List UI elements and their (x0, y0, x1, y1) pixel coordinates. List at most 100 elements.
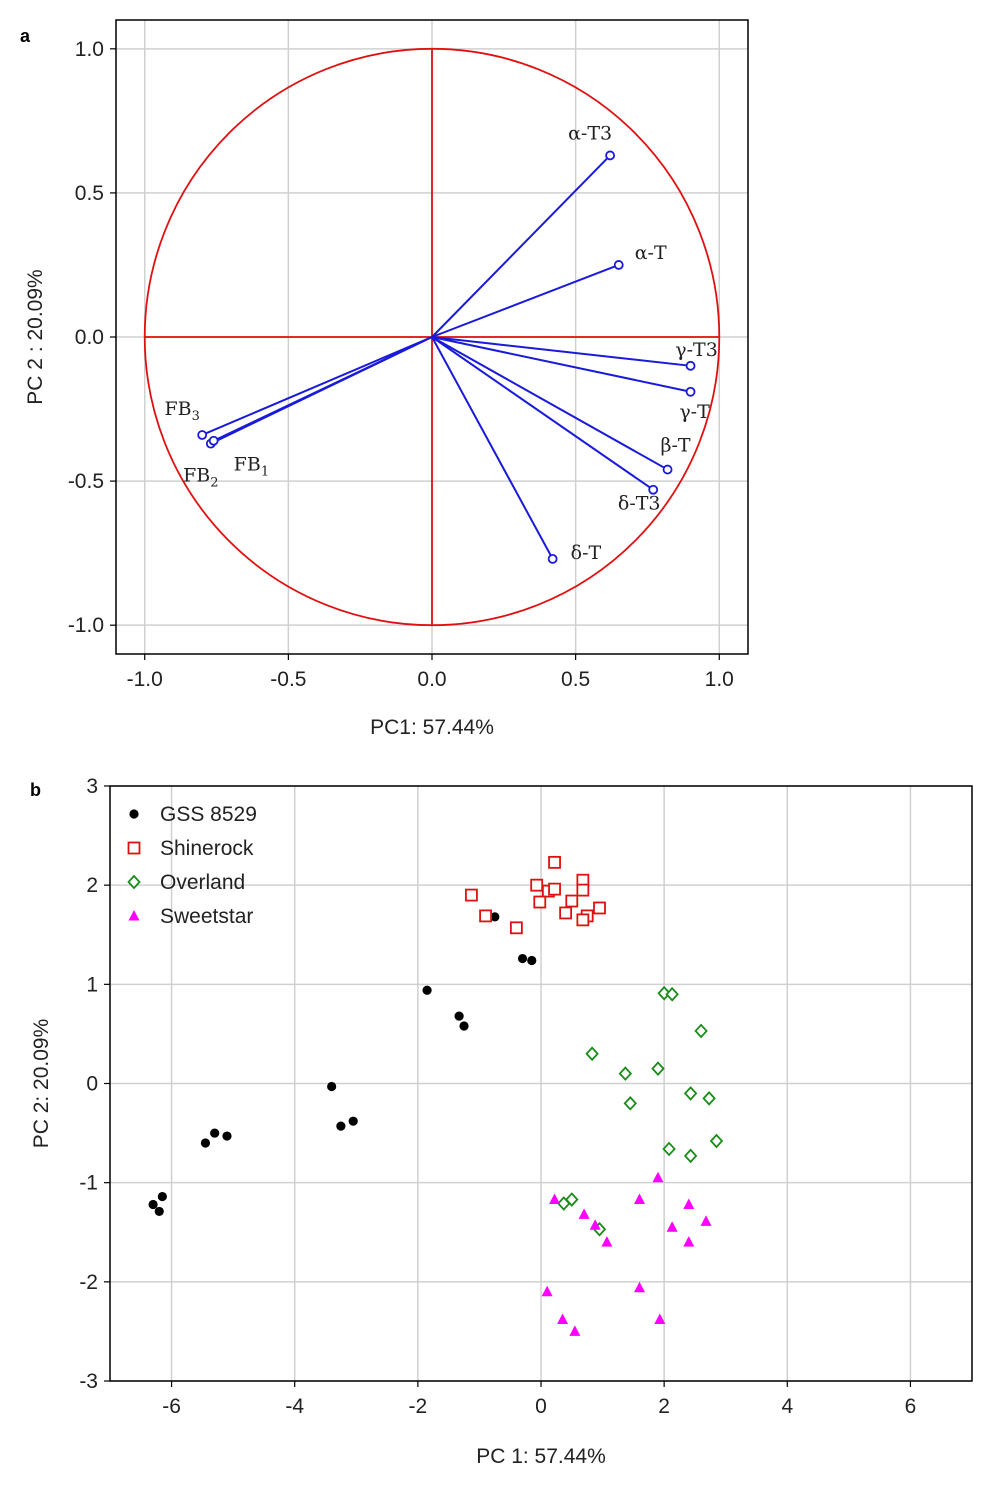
score-point (578, 1208, 590, 1219)
y-tick-label: 0 (86, 1073, 98, 1096)
loading-label-name: FB (164, 398, 191, 420)
loading-point (197, 430, 208, 440)
loading-label: FB3 (164, 398, 199, 424)
score-point (565, 894, 579, 908)
x-axis-label: PC1: 57.44% (370, 716, 494, 739)
score-point (576, 883, 590, 897)
loading-label: FB2 (183, 465, 218, 491)
x-tick-label: 0 (535, 1395, 547, 1418)
score-point (618, 1066, 633, 1081)
loading-label-name: δ-T (571, 542, 602, 564)
x-tick-label: -0.5 (270, 668, 306, 691)
score-point (623, 1096, 637, 1111)
y-tick-label: 3 (86, 775, 98, 798)
score-point (527, 955, 537, 966)
score-plot-b: b -6 -4 -2 0 2 4 6 -3 -2 -1 0 1 2 3 GSS 8529 Shinerock… (30, 775, 973, 1468)
score-point (702, 1091, 716, 1106)
loading-label: γ-T3 (675, 339, 718, 361)
loading-point (685, 386, 696, 397)
score-point (657, 985, 671, 1001)
score-point (465, 888, 478, 902)
loading-vector (213, 336, 433, 442)
loading-label-name: α-T3 (568, 122, 612, 144)
score-point (569, 1325, 581, 1336)
plot-frame (109, 785, 973, 1382)
loading-label: α-T (635, 242, 667, 264)
score-point (422, 985, 432, 995)
score-point (601, 1236, 613, 1247)
y-tick-label: -1 (79, 1172, 98, 1195)
x-tick-label: 6 (905, 1395, 917, 1418)
loading-vector (431, 154, 611, 338)
x-tick-label: 2 (658, 1395, 670, 1418)
score-point (683, 1198, 695, 1209)
axis-ticks: -1.0 -0.5 0.0 0.5 1.0 -1.0 -0.5 0.0 0.5 1.0 (68, 38, 734, 691)
y-tick-label: -2 (79, 1271, 98, 1294)
loading-label: γ-T (679, 401, 710, 423)
y-tick-label: 0.5 (75, 182, 104, 205)
x-tick-label: -2 (409, 1395, 428, 1418)
loading-label-name: FB (234, 454, 261, 476)
score-point (533, 895, 547, 909)
loading-label: β-T (661, 435, 691, 457)
score-point (548, 855, 561, 869)
loading-vector (431, 336, 691, 367)
score-point (634, 1281, 646, 1293)
loading-label-name: δ-T3 (618, 493, 661, 515)
x-tick-label: 0.0 (417, 668, 446, 691)
score-point (683, 1236, 695, 1247)
loading-point (547, 554, 558, 564)
score-point (549, 1193, 561, 1205)
loading-point (613, 260, 624, 270)
loading-point (662, 464, 673, 475)
x-tick-label: -6 (162, 1395, 181, 1418)
loading-label-name: α-T (635, 242, 667, 264)
score-point (634, 1193, 646, 1205)
loading-label-name: γ-T3 (675, 339, 718, 361)
score-point (154, 1206, 164, 1217)
loading-label-name: β-T (661, 435, 691, 457)
score-point (336, 1121, 346, 1131)
score-point (694, 1023, 708, 1039)
score-point (585, 1046, 599, 1062)
score-point (665, 986, 679, 1002)
y-tick-label: 1.0 (75, 38, 104, 61)
score-point (157, 1191, 167, 1202)
loading-label-subscript: 3 (192, 409, 200, 424)
legend-label: Overland (160, 871, 245, 894)
score-point (348, 1116, 358, 1126)
y-tick-label: -0.5 (68, 470, 104, 493)
score-point (530, 878, 544, 892)
y-tick-label: 0.0 (75, 326, 104, 349)
score-point (557, 1313, 569, 1325)
score-point (222, 1131, 232, 1141)
score-point (210, 1128, 220, 1138)
legend-marker (129, 809, 139, 819)
score-point (148, 1199, 158, 1210)
loading-point (605, 150, 616, 161)
score-points (148, 855, 724, 1336)
score-point (327, 1081, 337, 1092)
legend-label: GSS 8529 (160, 803, 257, 826)
score-point (589, 1219, 601, 1230)
loading-label: δ-T (571, 542, 602, 564)
x-tick-label: -4 (285, 1395, 304, 1418)
y-tick-label: 2 (86, 874, 98, 897)
axis-ticks: -6 -4 -2 0 2 4 6 -3 -2 -1 0 1 2 3 (79, 775, 916, 1418)
loading-label: δ-T3 (618, 493, 661, 515)
x-tick-label: 4 (781, 1395, 793, 1418)
score-point (541, 1285, 553, 1297)
loading-vector (431, 264, 620, 338)
x-tick-label: 1.0 (705, 668, 734, 691)
score-point (200, 1138, 211, 1148)
loading-vector (431, 336, 691, 393)
loading-point (685, 360, 696, 371)
score-point (700, 1215, 712, 1226)
loading-label-name: FB (183, 465, 210, 487)
x-tick-label: -1.0 (127, 668, 163, 691)
x-axis-label: PC 1: 57.44% (476, 1445, 606, 1468)
legend: GSS 8529 Shinerock Overland Sweetstar (127, 803, 257, 928)
y-axis-label: PC 2 : 20.09% (24, 269, 47, 404)
